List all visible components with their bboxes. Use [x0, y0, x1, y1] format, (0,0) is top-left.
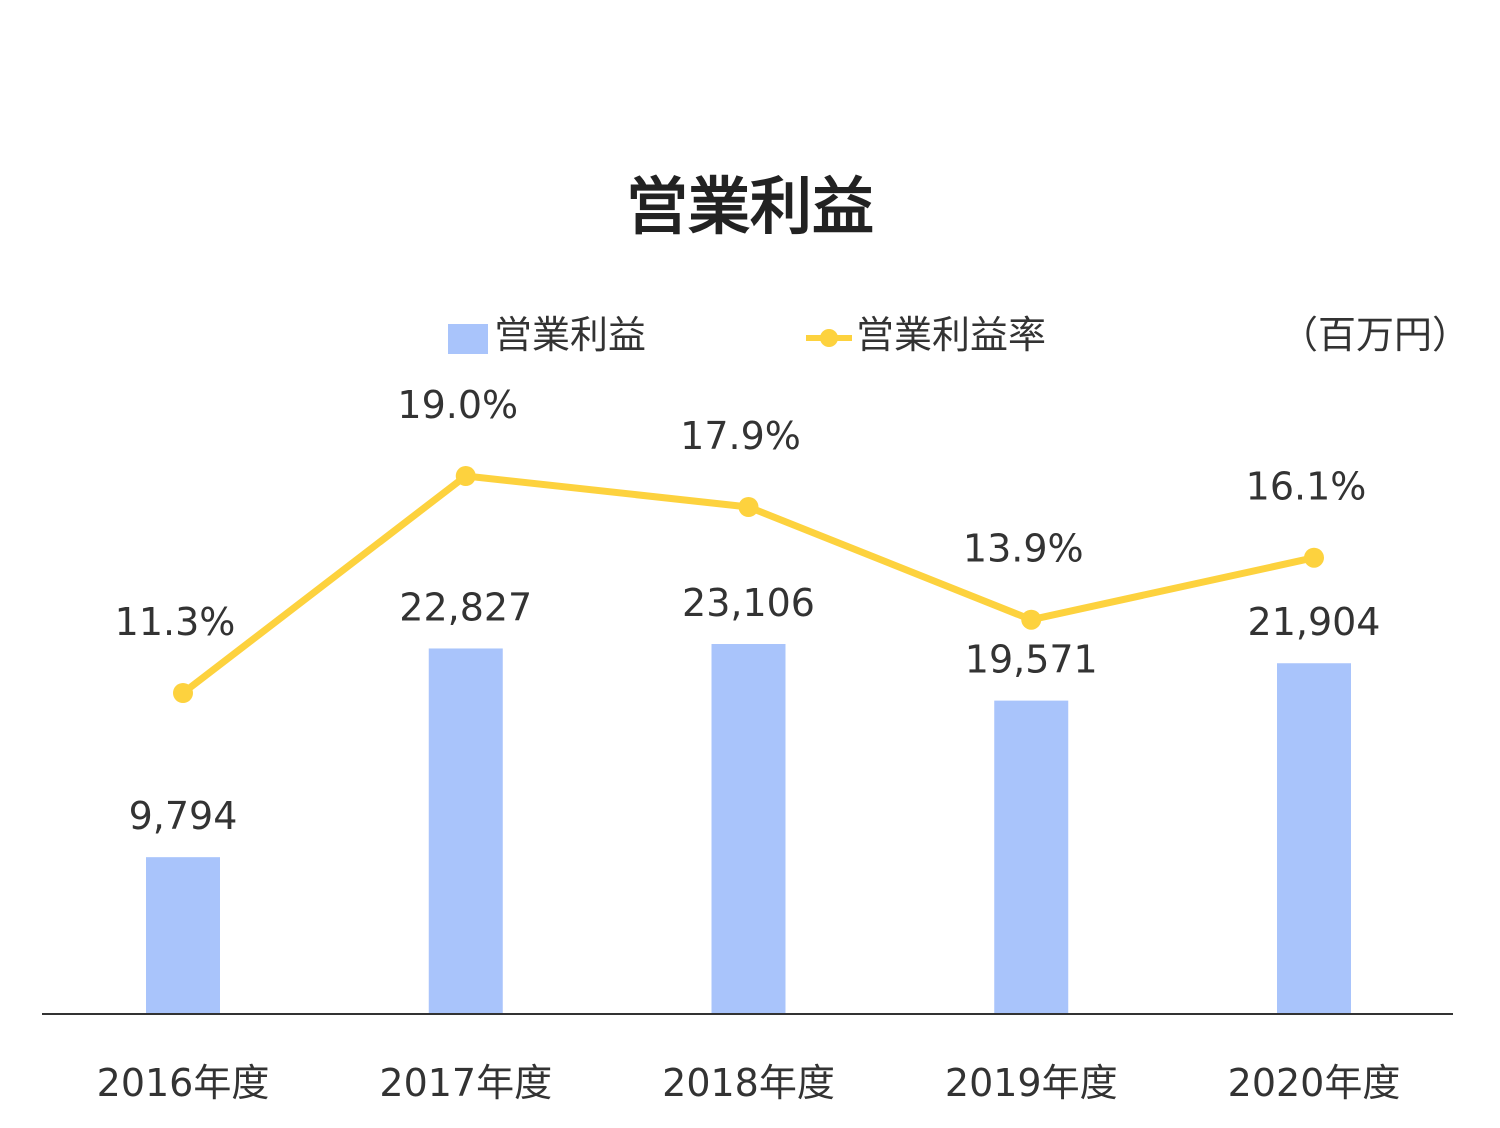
data-labels: 9,794 22,827 23,106 19,571 21,904 11.3% 19.0% 1…: [115, 383, 1381, 838]
bar-value-label: 19,571: [965, 638, 1098, 682]
x-tick-label: 2019年度: [945, 1061, 1118, 1105]
unit-label: （百万円）: [1280, 313, 1470, 357]
bar-value-label: 23,106: [682, 581, 815, 625]
x-tick-label: 2020年度: [1228, 1061, 1401, 1105]
bar: [711, 644, 786, 1014]
line-series: [173, 466, 1324, 703]
rate-marker: [173, 683, 193, 703]
bar: [428, 648, 503, 1014]
x-tick-label: 2016年度: [97, 1061, 270, 1105]
bar: [146, 857, 220, 1014]
rate-value-label: 16.1%: [1246, 465, 1367, 509]
legend-swatch-marker: [820, 329, 838, 347]
bar: [1277, 663, 1351, 1014]
legend-swatch-bar: [448, 324, 488, 354]
legend: 営業利益 営業利益率: [448, 313, 1046, 357]
rate-marker: [738, 497, 759, 517]
x-tick-label: 2018年度: [662, 1061, 835, 1105]
bar-value-label: 9,794: [129, 794, 238, 838]
rate-marker: [1021, 609, 1042, 630]
chart-title: 営業利益: [626, 170, 874, 243]
rate-value-label: 13.9%: [963, 527, 1084, 571]
rate-marker: [455, 466, 476, 486]
rate-value-label: 19.0%: [397, 383, 518, 427]
bar: [994, 700, 1069, 1014]
rate-value-label: 11.3%: [115, 600, 236, 644]
legend-label-bar: 営業利益: [494, 313, 646, 357]
x-tick-label: 2017年度: [379, 1061, 552, 1105]
x-axis-ticks: 2016年度 2017年度 2018年度 2019年度 2020年度: [97, 1061, 1401, 1105]
bar-value-label: 22,827: [399, 585, 532, 629]
bar-series: [146, 644, 1351, 1014]
bar-value-label: 21,904: [1248, 600, 1381, 644]
rate-value-label: 17.9%: [680, 414, 801, 458]
legend-label-line: 営業利益率: [856, 313, 1046, 357]
rate-marker: [1304, 547, 1324, 568]
